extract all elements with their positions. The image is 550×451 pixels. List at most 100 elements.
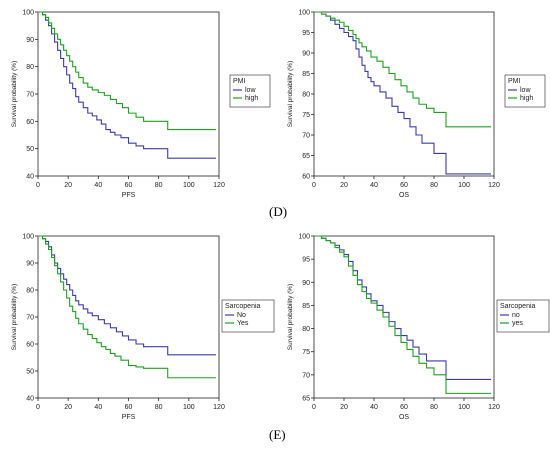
legend-box — [496, 299, 550, 333]
x-axis-label: PFS — [122, 414, 136, 421]
legend-box — [221, 299, 275, 333]
chart-panel-2: 60 65 70 75 80 85 90 95 100 0 20 40 60 80 100 120 OS Surv… — [287, 10, 546, 199]
survival-curve-low — [314, 11, 491, 175]
legend-title: PMI — [508, 78, 521, 85]
y-tick-label: 70 — [26, 92, 34, 99]
x-tick-label: 0 — [36, 182, 40, 189]
y-axis-label: Survival probability (%) — [287, 284, 294, 350]
y-tick-label: 75 — [302, 349, 310, 356]
y-tick-label: 100 — [298, 10, 310, 17]
y-tick-label: 80 — [302, 326, 310, 333]
x-tick-label: 120 — [488, 182, 500, 189]
plot-frame — [313, 11, 495, 177]
x-tick-label: 20 — [64, 404, 72, 411]
x-tick-label: 60 — [400, 404, 408, 411]
y-tick-label: 90 — [26, 261, 34, 268]
x-tick-label: 120 — [213, 404, 225, 411]
x-tick-label: 20 — [340, 182, 348, 189]
legend-entry: high — [520, 95, 533, 102]
x-tick-label: 60 — [400, 182, 408, 189]
y-tick-label: 90 — [26, 37, 34, 44]
y-tick-label: 100 — [22, 10, 34, 17]
legend-title: PMI — [233, 78, 246, 85]
x-tick-label: 80 — [430, 404, 438, 411]
y-tick-label: 50 — [26, 369, 34, 376]
x-tick-label: 100 — [458, 404, 470, 411]
legend-title: Sarcopenia — [225, 303, 261, 310]
x-tick-label: 0 — [36, 404, 40, 411]
plot-frame — [313, 235, 495, 399]
legend-title: Sarcopenia — [500, 303, 536, 310]
x-tick-label: 0 — [312, 182, 316, 189]
x-tick-label: 80 — [430, 182, 438, 189]
y-tick-label: 40 — [26, 174, 34, 181]
y-tick-label: 70 — [302, 133, 310, 140]
y-axis-label: Survival probability (%) — [11, 61, 18, 127]
x-tick-label: 40 — [370, 404, 378, 411]
x-tick-label: 40 — [94, 404, 102, 411]
y-tick-label: 70 — [302, 372, 310, 379]
x-axis-label: OS — [399, 414, 409, 421]
legend-box — [229, 74, 271, 108]
y-tick-label: 90 — [302, 280, 310, 287]
x-tick-label: 60 — [125, 182, 133, 189]
y-tick-label: 95 — [302, 30, 310, 37]
legend-entry: high — [245, 95, 258, 102]
survival-curve-no — [38, 235, 216, 356]
x-tick-label: 120 — [488, 404, 500, 411]
x-tick-label: 80 — [155, 182, 163, 189]
y-axis-label: Survival probability (%) — [287, 61, 294, 127]
chart-panel-1: 40 50 60 70 80 90 100 0 20 40 60 80 100 120 PFS Surviva… — [11, 10, 271, 199]
legend-entry: low — [520, 87, 531, 94]
y-tick-label: 70 — [26, 315, 34, 322]
y-tick-label: 100 — [298, 234, 310, 241]
chart-panel-4: 65 70 75 80 85 90 95 100 0 20 40 60 80 100 120 OS Surviv… — [287, 234, 550, 421]
x-tick-label: 100 — [458, 182, 470, 189]
y-tick-label: 50 — [26, 146, 34, 153]
y-tick-label: 60 — [302, 174, 310, 181]
y-tick-label: 90 — [302, 51, 310, 58]
plot-frame — [37, 235, 220, 399]
x-tick-label: 100 — [183, 404, 195, 411]
x-tick-label: 20 — [340, 404, 348, 411]
survival-curve-yes — [38, 235, 216, 379]
y-tick-label: 60 — [26, 342, 34, 349]
legend-entry: Yes — [237, 320, 249, 327]
x-tick-label: 100 — [183, 182, 195, 189]
y-tick-label: 85 — [302, 71, 310, 78]
x-tick-label: 80 — [155, 404, 163, 411]
y-axis-label: Survival probability (%) — [11, 284, 18, 350]
x-tick-label: 40 — [370, 182, 378, 189]
x-tick-label: 40 — [94, 182, 102, 189]
y-tick-label: 80 — [26, 288, 34, 295]
panel-label-e: (E) — [269, 427, 286, 442]
panel-label-d: (D) — [269, 204, 288, 219]
y-tick-label: 75 — [302, 112, 310, 119]
y-tick-label: 40 — [26, 396, 34, 403]
legend-entry: no — [512, 312, 520, 319]
chart-panel-3: 40 50 60 70 80 90 100 0 20 40 60 80 100 120 PFS Surviva… — [11, 234, 275, 421]
x-tick-label: 20 — [64, 182, 72, 189]
survival-curve-yes — [314, 235, 491, 394]
survival-curve-high — [314, 11, 491, 128]
y-tick-label: 60 — [26, 119, 34, 126]
plot-frame — [37, 11, 220, 177]
y-tick-label: 65 — [302, 396, 310, 403]
y-tick-label: 80 — [302, 92, 310, 99]
y-tick-label: 65 — [302, 153, 310, 160]
legend-box — [504, 74, 546, 108]
legend-entry: yes — [512, 320, 523, 327]
x-tick-label: 60 — [125, 404, 133, 411]
survival-curve-high — [38, 11, 216, 131]
legend-entry: No — [237, 312, 246, 319]
y-tick-label: 100 — [22, 234, 34, 241]
x-tick-label: 0 — [312, 404, 316, 411]
x-axis-label: PFS — [122, 192, 136, 199]
x-tick-label: 120 — [213, 182, 225, 189]
y-tick-label: 95 — [302, 257, 310, 264]
legend-entry: low — [245, 87, 256, 94]
x-axis-label: OS — [399, 192, 409, 199]
y-tick-label: 85 — [302, 303, 310, 310]
y-tick-label: 80 — [26, 64, 34, 71]
